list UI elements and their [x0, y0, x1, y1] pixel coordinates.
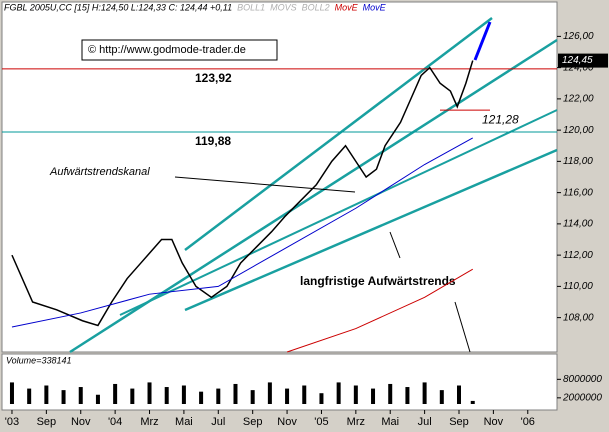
annotation: Aufwärtstrendskanal [49, 166, 150, 178]
volume-bar [353, 385, 358, 404]
volume-bar [78, 387, 83, 404]
volume-bar [199, 391, 204, 404]
x-tick-label: '04 [108, 416, 122, 428]
volume-bar [319, 393, 324, 404]
x-tick-label: Mai [175, 416, 193, 428]
x-tick-label: Jul [211, 416, 225, 428]
header-text: MOVS [270, 2, 297, 12]
x-tick-label: Mrz [140, 416, 158, 428]
volume-bar [405, 387, 410, 404]
volume-bar [456, 385, 461, 404]
header-text: FGBL 2005U,CC [15] H:124,50 L:124,33 C: … [4, 2, 232, 12]
header-text: BOLL2 [302, 2, 330, 12]
volume-bar [181, 385, 186, 404]
volume-panel [1, 353, 558, 411]
level-label: 119,88 [195, 134, 231, 148]
volume-tick-label: 2000000 [562, 392, 602, 403]
x-tick-label: Sep [449, 416, 469, 428]
x-tick-label: Sep [243, 416, 263, 428]
volume-bar [9, 382, 14, 404]
x-tick-label: Jul [418, 416, 432, 428]
x-tick-label: Sep [37, 416, 57, 428]
volume-bar [95, 394, 100, 404]
annotation: langfristige Aufwärtstrends [300, 274, 456, 288]
y-tick-label: 112,00 [563, 250, 593, 261]
y-tick-label: 108,00 [563, 312, 594, 323]
copyright: © http://www.godmode-trader.de [88, 44, 246, 56]
x-tick-label: Nov [277, 416, 297, 428]
y-tick-label: 124,00 [563, 62, 594, 73]
projection-arrow [473, 21, 492, 61]
price-line [11, 60, 474, 327]
volume-bar [130, 388, 135, 404]
volume-label: Volume=338141 [6, 355, 71, 365]
y-tick-label: 110,00 [563, 281, 593, 292]
level-label: 123,92 [195, 71, 232, 85]
x-tick-label: Nov [484, 416, 504, 428]
price-line [11, 137, 473, 328]
header-text: MovE [363, 2, 387, 12]
x-tick-label: Mrz [347, 416, 365, 428]
low-label: 121,28 [482, 112, 519, 126]
x-tick-label: Mai [381, 416, 399, 428]
volume-bar [285, 388, 290, 404]
volume-bar [216, 388, 221, 404]
pointer [454, 301, 471, 353]
volume-bar [27, 388, 32, 404]
volume-bar [44, 385, 49, 404]
volume-tick-label: 8000000 [563, 374, 602, 385]
volume-bar [422, 382, 427, 404]
x-tick-label: Nov [71, 416, 91, 428]
price-line [286, 268, 474, 353]
trend-line [184, 148, 558, 312]
volume-bar [61, 390, 66, 404]
trend-line [184, 17, 493, 251]
volume-bar [388, 383, 393, 404]
volume-bar [336, 382, 341, 404]
x-tick-label: '06 [521, 416, 535, 428]
y-tick-label: 120,00 [563, 125, 594, 136]
volume-bar [470, 400, 475, 404]
y-tick-label: 116,00 [563, 187, 593, 198]
y-tick-label: 114,00 [563, 219, 593, 230]
volume-bar [113, 383, 118, 404]
y-tick-label: 126,00 [563, 31, 594, 42]
price-tag-label: 124,45 [562, 55, 593, 66]
x-tick-label: '03 [5, 416, 19, 428]
copyright-box [81, 39, 278, 61]
y-tick-label: 122,00 [563, 94, 594, 105]
volume-bar [250, 390, 255, 404]
price-tag [558, 53, 608, 68]
volume-bar [439, 390, 444, 404]
volume-bar [233, 383, 238, 404]
y-tick-label: 118,00 [563, 156, 593, 167]
header-text: BOLL1 [237, 2, 265, 12]
x-tick-label: '05 [314, 416, 328, 428]
volume-bar [371, 388, 376, 404]
volume-bar [302, 385, 307, 404]
volume-bar [267, 382, 272, 404]
volume-bar [164, 387, 169, 404]
pointer [389, 231, 401, 259]
pointer [174, 176, 356, 193]
header-text: MovE [335, 2, 359, 12]
volume-bar [147, 382, 152, 404]
